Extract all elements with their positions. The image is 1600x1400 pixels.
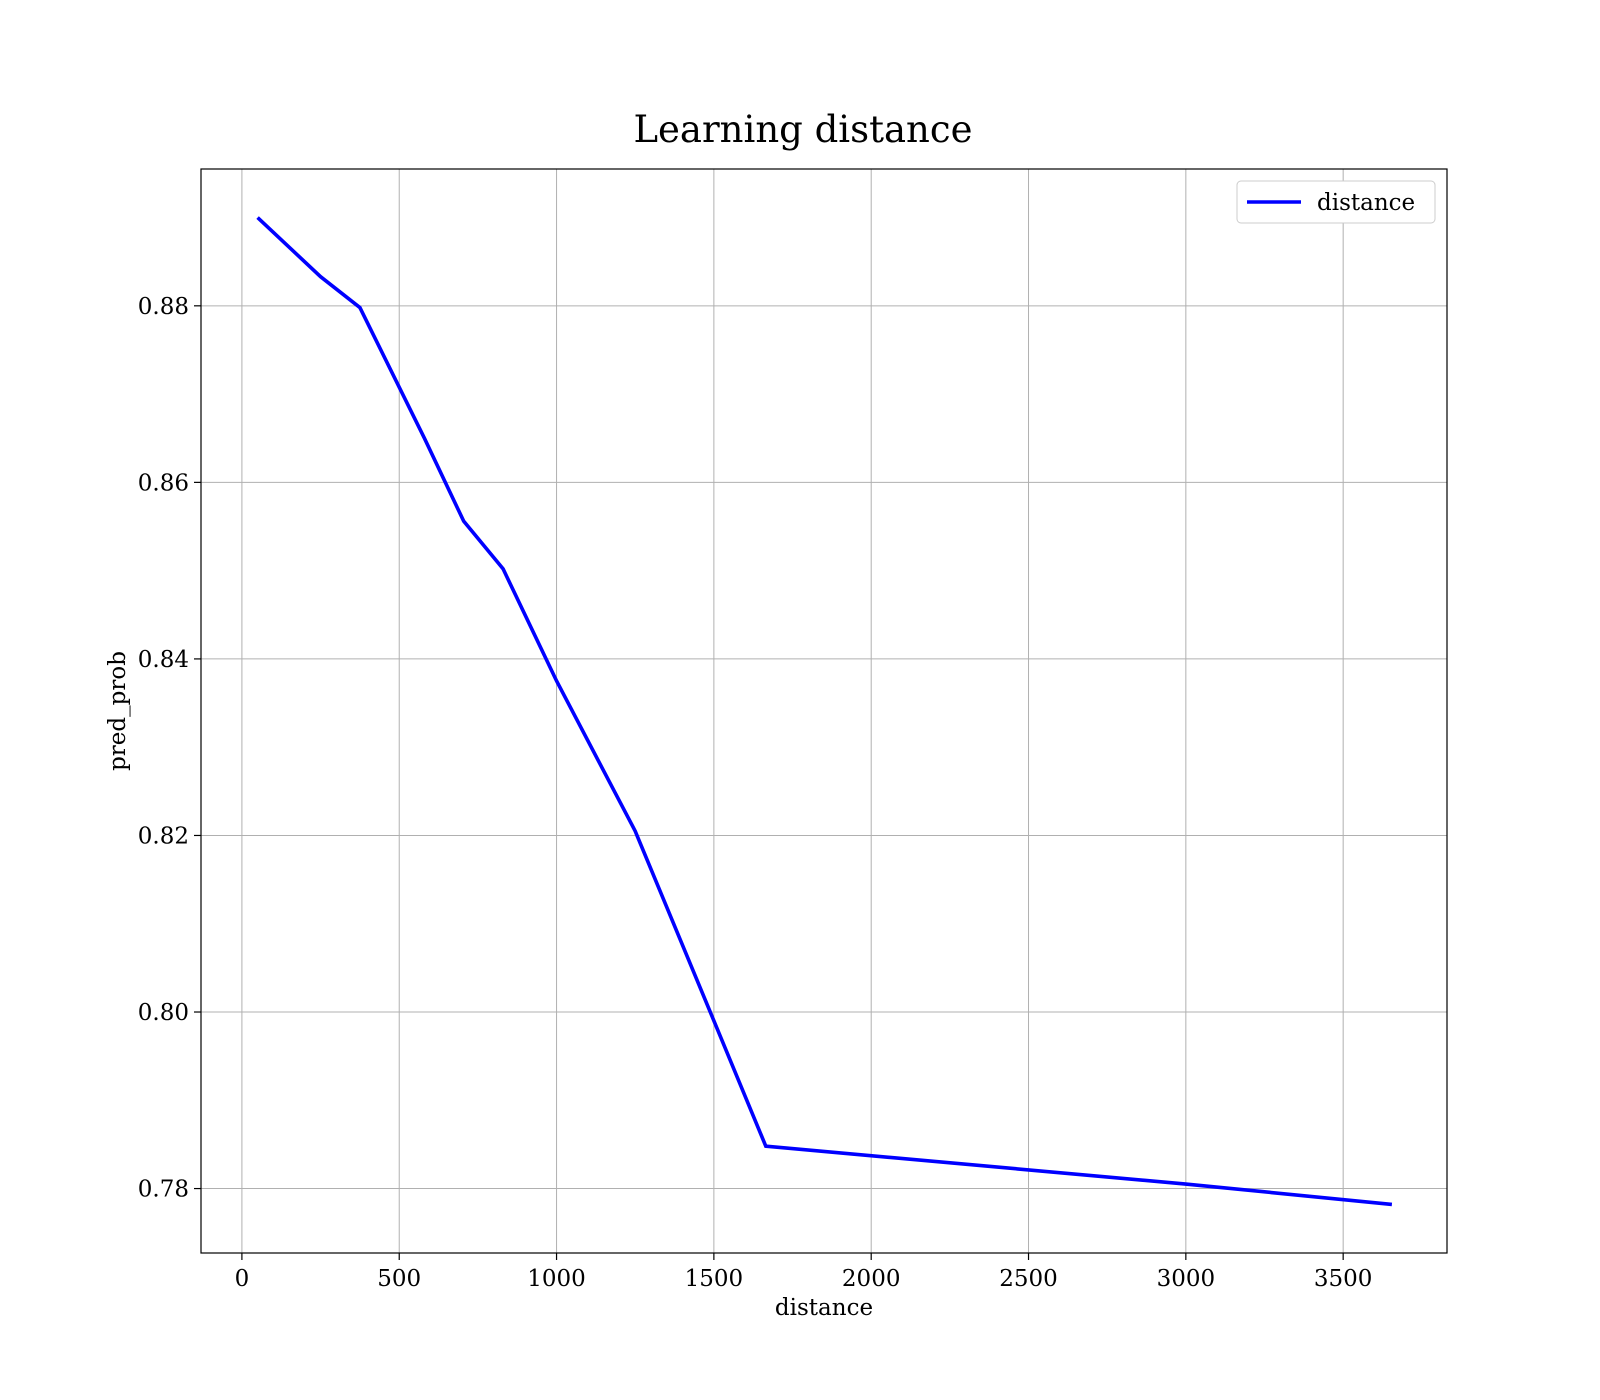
y-tick-label: 0.86 [138, 470, 189, 496]
legend: distance [1236, 180, 1436, 224]
x-tick-label: 1000 [527, 1266, 586, 1292]
x-axis-label: distance [775, 1295, 873, 1321]
x-tick-label: 0 [235, 1266, 250, 1292]
x-axis-ticks: 0 500 1000 1500 2000 2500 3000 3500 [235, 1253, 1373, 1292]
x-tick-label: 2000 [842, 1266, 901, 1292]
y-tick-label: 0.80 [138, 1000, 189, 1026]
series-layer [256, 216, 1393, 1207]
legend-label: distance [1317, 190, 1415, 216]
plot-frame [200, 168, 1448, 1254]
y-tick-label: 0.88 [138, 294, 189, 320]
x-tick-label: 3500 [1314, 1266, 1373, 1292]
x-tick-label: 3000 [1157, 1266, 1216, 1292]
x-tick-label: 2500 [999, 1266, 1058, 1292]
y-axis-label: pred_prob [105, 651, 131, 771]
grid-lines [201, 169, 1447, 1253]
series-line-0 [256, 216, 1393, 1207]
y-tick-label: 0.78 [138, 1177, 189, 1203]
y-tick-label: 0.82 [138, 823, 189, 849]
legend-box [1236, 180, 1436, 224]
x-tick-label: 1500 [685, 1266, 744, 1292]
chart-title: Learning distance [633, 108, 972, 151]
x-tick-label: 500 [377, 1266, 421, 1292]
y-axis-ticks: 0.78 0.80 0.82 0.84 0.86 0.88 [138, 294, 201, 1203]
y-tick-label: 0.84 [138, 647, 189, 673]
